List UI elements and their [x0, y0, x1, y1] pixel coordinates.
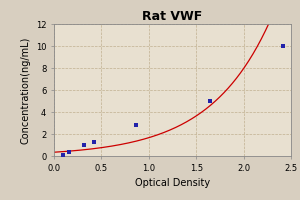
Point [208, 99, 213, 103]
Y-axis label: Concentration(ng/mL): Concentration(ng/mL) [20, 36, 30, 144]
Point [67, 151, 72, 154]
Point [82, 143, 87, 147]
Title: Rat VWF: Rat VWF [142, 10, 203, 23]
Point [61, 153, 66, 156]
Point [92, 141, 96, 144]
Point [134, 124, 139, 127]
X-axis label: Optical Density: Optical Density [135, 178, 210, 188]
Point [281, 44, 286, 48]
